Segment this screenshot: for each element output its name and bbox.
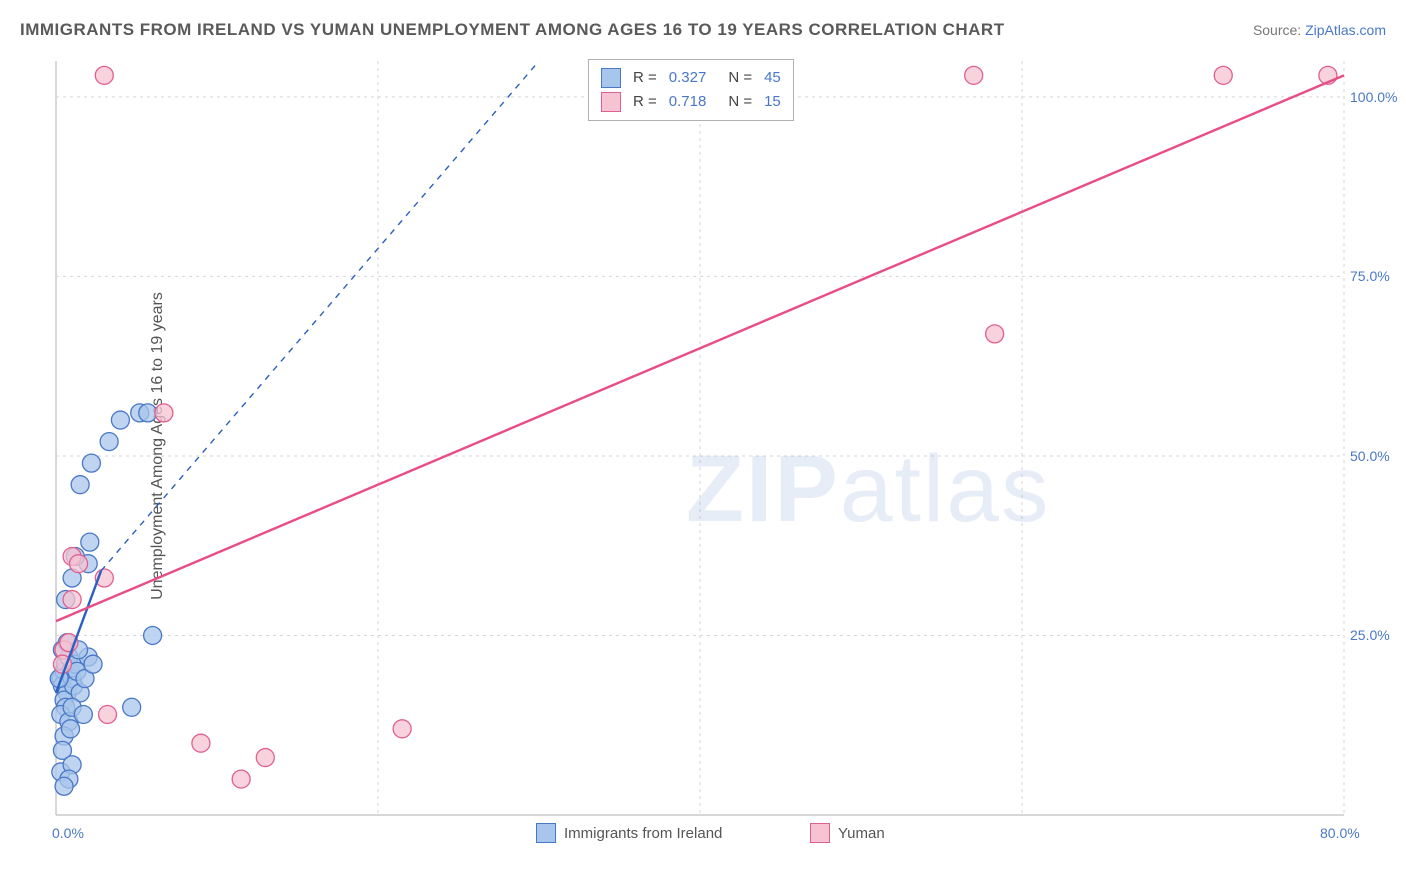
data-point	[61, 720, 79, 738]
series-legend-item: Yuman	[810, 823, 885, 843]
legend-r-label: R =	[633, 66, 657, 90]
data-point	[70, 555, 88, 573]
source-credit: Source: ZipAtlas.com	[1253, 22, 1386, 38]
data-point	[74, 705, 92, 723]
data-point	[393, 720, 411, 738]
legend-swatch	[536, 823, 556, 843]
data-point	[81, 533, 99, 551]
chart-area: ZIPatlas R =0.327N =45R =0.718N =15 Immi…	[46, 55, 1386, 845]
data-point	[100, 433, 118, 451]
legend-r-value: 0.718	[669, 90, 707, 114]
data-point	[144, 626, 162, 644]
legend-r-label: R =	[633, 90, 657, 114]
legend-n-value: 15	[764, 90, 781, 114]
data-point	[82, 454, 100, 472]
legend-swatch	[810, 823, 830, 843]
data-point	[256, 749, 274, 767]
data-point	[155, 404, 173, 422]
y-tick-label: 25.0%	[1350, 627, 1390, 643]
trend-line-extrapolated	[101, 61, 539, 571]
data-point	[84, 655, 102, 673]
source-label: Source:	[1253, 22, 1301, 38]
legend-swatch	[601, 92, 621, 112]
data-point	[986, 325, 1004, 343]
series-legend-label: Yuman	[838, 825, 885, 842]
y-tick-label: 50.0%	[1350, 448, 1390, 464]
y-tick-label: 100.0%	[1350, 89, 1397, 105]
legend-r-value: 0.327	[669, 66, 707, 90]
series-legend-label: Immigrants from Ireland	[564, 825, 722, 842]
data-point	[123, 698, 141, 716]
x-tick-label: 80.0%	[1320, 825, 1360, 841]
chart-title: IMMIGRANTS FROM IRELAND VS YUMAN UNEMPLO…	[20, 20, 1005, 40]
x-tick-label: 0.0%	[52, 825, 84, 841]
data-point	[99, 705, 117, 723]
legend-n-value: 45	[764, 66, 781, 90]
data-point	[95, 66, 113, 84]
data-point	[63, 591, 81, 609]
legend-n-label: N =	[728, 66, 752, 90]
data-point	[111, 411, 129, 429]
correlation-legend-box: R = 0.327 N = 45 R = 0.718 N = 15	[588, 59, 794, 121]
legend-row: R = 0.718 N = 15	[601, 90, 781, 114]
scatter-chart-svg	[46, 55, 1386, 845]
data-point	[55, 777, 73, 795]
data-point	[1214, 66, 1232, 84]
legend-n-label: N =	[728, 90, 752, 114]
y-tick-label: 75.0%	[1350, 268, 1390, 284]
data-point	[71, 476, 89, 494]
legend-swatch	[601, 68, 621, 88]
data-point	[139, 404, 157, 422]
source-link[interactable]: ZipAtlas.com	[1305, 22, 1386, 38]
data-point	[965, 66, 983, 84]
series-legend-item: Immigrants from Ireland	[536, 823, 722, 843]
data-point	[232, 770, 250, 788]
data-point	[192, 734, 210, 752]
legend-row: R = 0.327 N = 45	[601, 66, 781, 90]
